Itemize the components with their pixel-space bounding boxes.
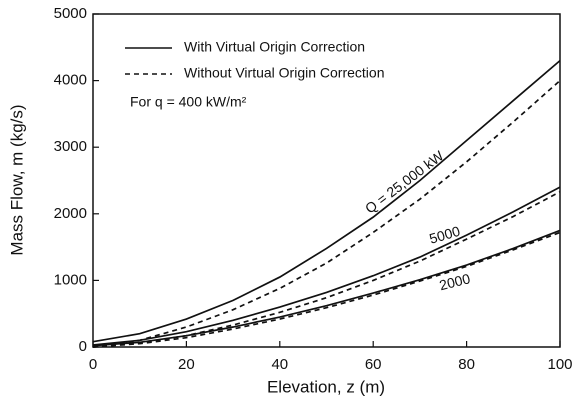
- note: For q = 400 kW/m²: [130, 94, 247, 110]
- x-tick-label: 40: [271, 356, 288, 373]
- legend-label: With Virtual Origin Correction: [184, 39, 365, 55]
- series-line: [92, 186, 561, 346]
- x-tick-label: 20: [178, 356, 195, 373]
- x-tick-label: 0: [89, 356, 97, 373]
- plot-frame: [92, 13, 561, 348]
- y-tick-label: 4000: [54, 72, 87, 89]
- y-axis-label: Mass Flow, m (kg/s): [7, 104, 26, 255]
- series-line: [92, 231, 561, 348]
- y-tick-label: 2000: [54, 205, 87, 222]
- y-tick-label: 1000: [54, 271, 87, 288]
- legend-label: Without Virtual Origin Correction: [184, 65, 384, 81]
- curve-label: 2000: [438, 270, 472, 293]
- x-tick-label: 80: [458, 356, 475, 373]
- x-tick-label: 100: [547, 356, 572, 373]
- series-line: [92, 59, 561, 343]
- series-line: [92, 79, 561, 348]
- x-tick-label: 60: [365, 356, 382, 373]
- y-tick-label: 0: [79, 338, 87, 355]
- series-line: [92, 191, 561, 348]
- series-line: [92, 229, 561, 347]
- x-axis-label: Elevation, z (m): [267, 377, 385, 396]
- y-tick-label: 3000: [54, 138, 87, 155]
- curve-label: Q = 25,000 kW: [362, 147, 447, 217]
- y-tick-label: 5000: [54, 5, 87, 22]
